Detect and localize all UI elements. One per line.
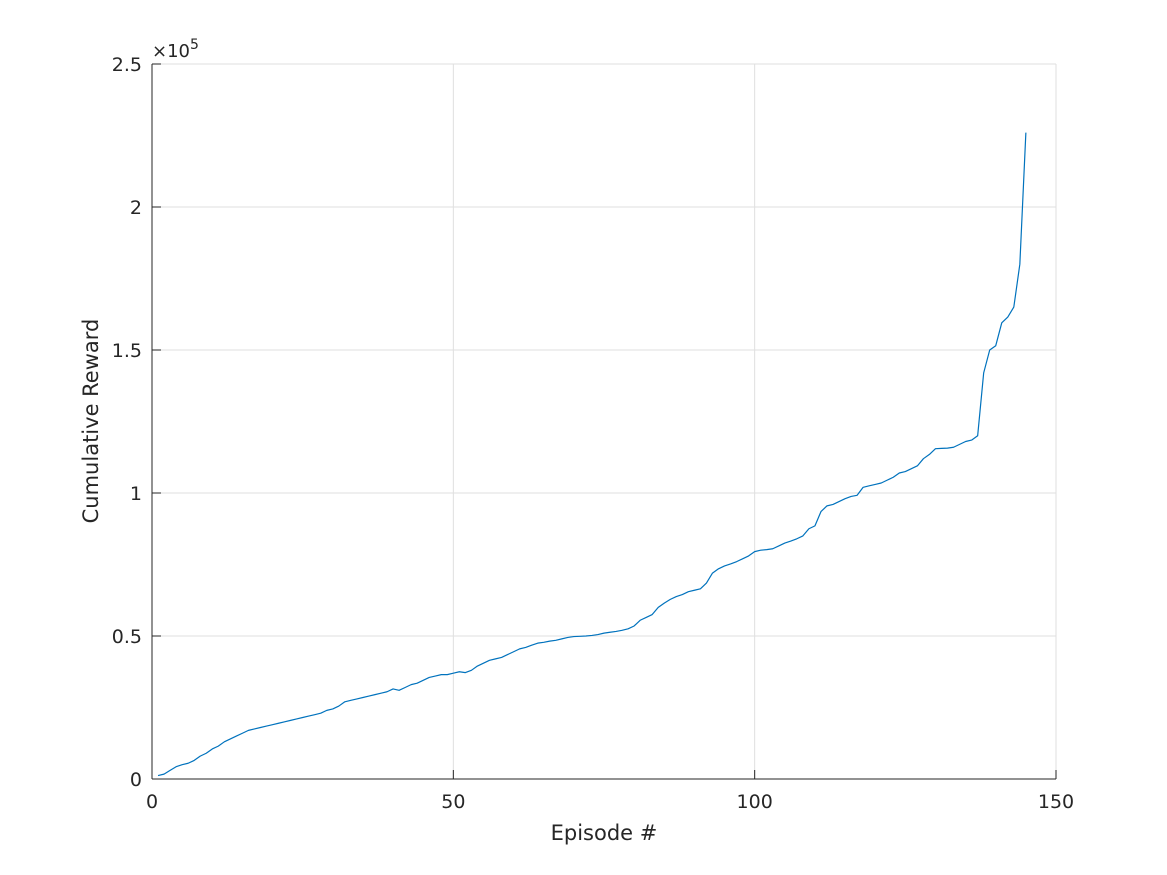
y-tick-label: 1 [130,483,142,505]
y-exponent-power: 5 [190,37,199,53]
series-layer [157,132,1027,777]
x-tick-label: 100 [737,791,773,813]
series-line [157,132,1027,777]
axes [151,63,1057,780]
x-tick-label: 0 [146,791,158,813]
x-tick-label: 50 [441,791,465,813]
y-exponent-label: ×105 [152,37,199,62]
y-tick-label: 0 [130,769,142,791]
y-tick-label: 1.5 [112,340,142,362]
y-tick-label: 2 [130,197,142,219]
y-tick-label: 2.5 [112,54,142,76]
ticks: 0 50 100 150 0 0.5 1 1.5 2 2.5 [112,54,1074,813]
y-axis-title: Cumulative Reward [79,319,103,524]
plot-area [152,64,1056,779]
y-tick-label: 0.5 [112,626,142,648]
y-exponent-base: ×10 [152,41,190,62]
x-axis-title: Episode # [551,821,658,845]
x-tick-label: 150 [1038,791,1074,813]
